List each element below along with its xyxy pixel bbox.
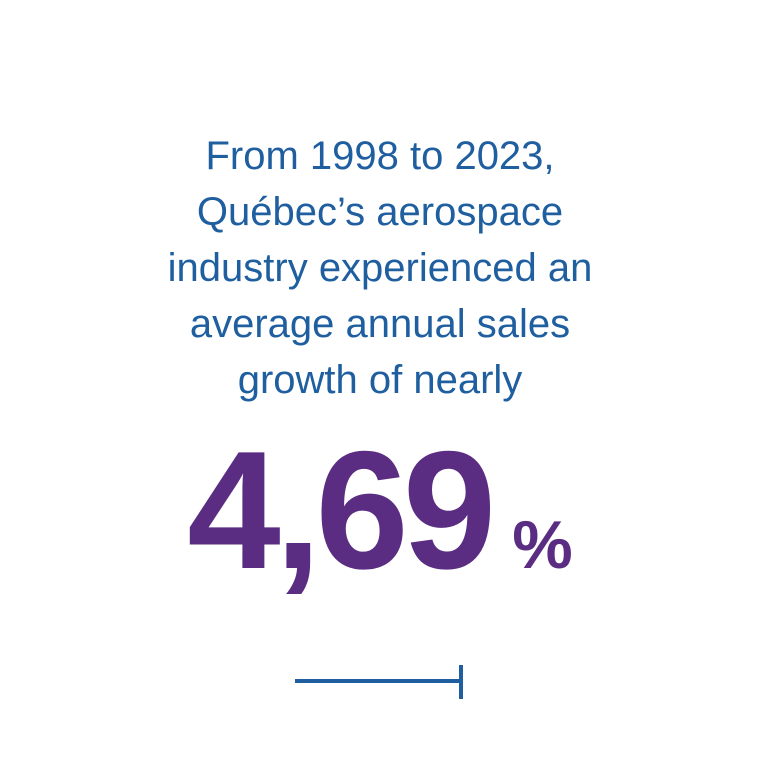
headline-line-5: growth of nearly [237,358,523,402]
headline-text: From 1998 to 2023, Québec’s aerospace in… [0,128,760,408]
decorative-rule-icon [295,665,463,699]
percent-sign: % [512,507,573,583]
headline-line-4: average annual sales [189,302,571,346]
growth-value: 4,69 [187,416,496,604]
headline-line-1: From 1998 to 2023, [205,134,555,178]
headline-line-2: Québec’s aerospace [196,190,564,234]
headline-line-3: industry experienced an [167,246,593,290]
growth-stat: 4,69% [0,420,760,635]
